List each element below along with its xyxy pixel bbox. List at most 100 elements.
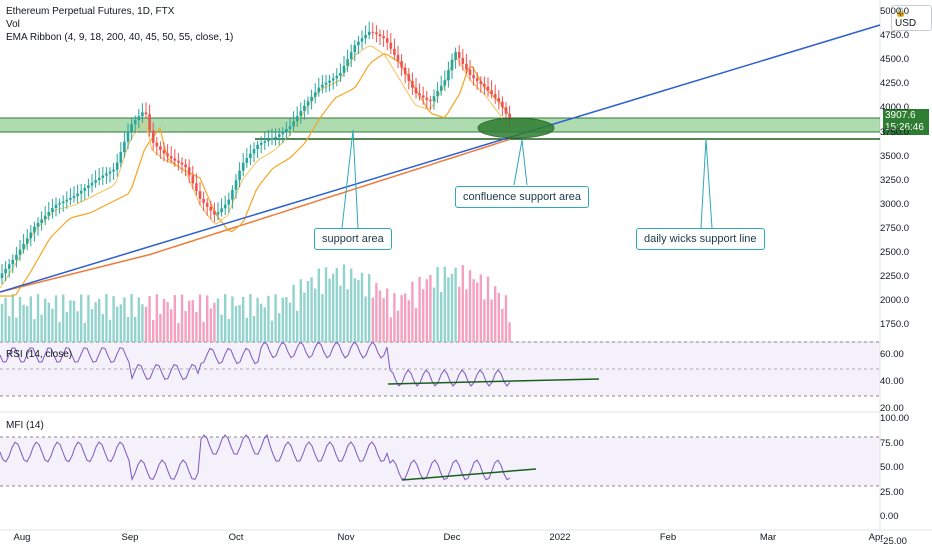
volume-bar (472, 279, 475, 342)
volume-bar (360, 272, 364, 342)
volume-bar (177, 322, 180, 342)
price-axis-tick: 4750.0 (880, 30, 910, 42)
candle-body (137, 116, 141, 121)
candle-body (396, 54, 400, 62)
candle-body (123, 141, 126, 153)
candle-body (166, 153, 169, 157)
candle-body (454, 51, 457, 60)
volume-bar (382, 298, 385, 342)
support-area-callout[interactable]: support area (314, 228, 392, 250)
candle-body (277, 134, 281, 137)
candle-body (249, 153, 252, 159)
volume-bar (170, 309, 173, 342)
candle-body (331, 78, 335, 81)
volume-bars (0, 264, 511, 342)
candle-body (209, 206, 213, 211)
rsi-trendline (387, 378, 600, 385)
candle-body (252, 149, 256, 154)
candle-body (155, 142, 159, 147)
candle-body (403, 67, 407, 75)
volume-bar (375, 282, 378, 342)
candle-body (126, 131, 130, 142)
candle-body (465, 63, 468, 70)
volume-bar (263, 307, 266, 342)
volume-bar (87, 295, 90, 342)
lock-icon: 🔒 (895, 7, 907, 17)
volume-bar (371, 297, 374, 342)
candle-body (501, 101, 504, 108)
volume-bar (105, 294, 108, 342)
volume-bar (119, 304, 122, 342)
volume-bar (159, 313, 162, 342)
candle-body (310, 96, 313, 102)
volume-bar (0, 303, 4, 342)
candle-body (238, 170, 241, 181)
volume-bar (8, 316, 11, 342)
candle-body (295, 116, 299, 122)
candle-body (159, 146, 162, 151)
volume-bar (393, 293, 396, 342)
candle-body (288, 126, 292, 130)
volume-bar (65, 311, 68, 342)
candle-body (223, 204, 227, 209)
volume-bar (425, 279, 428, 342)
candle-body (216, 212, 220, 215)
volume-bar (83, 322, 86, 342)
candle-body (364, 34, 367, 39)
candle-body (115, 162, 119, 170)
price-axis-tick: 4250.0 (880, 78, 910, 90)
volume-bar (148, 296, 151, 342)
candle-body (213, 210, 216, 215)
volume-bar (238, 304, 241, 342)
volume-bar (76, 311, 79, 342)
confluence-callout[interactable]: confluence support area (455, 186, 590, 208)
volume-bar (231, 296, 234, 342)
candle-body (385, 38, 389, 43)
volume-bar (443, 266, 446, 342)
volume-bar (58, 322, 61, 342)
volume-bar (144, 306, 148, 342)
candle-body (461, 57, 465, 64)
candle-body (468, 69, 472, 76)
candle-body (47, 211, 51, 216)
candle-body (436, 90, 439, 97)
volume-bar (350, 268, 353, 342)
candle-body (105, 173, 108, 176)
volume-bar (458, 286, 461, 342)
candle-body (144, 112, 148, 115)
candle-body (83, 188, 87, 191)
volume-bar (504, 295, 508, 342)
volume-bar (461, 265, 464, 342)
volume-bar (368, 274, 371, 342)
confluence-ellipse (477, 117, 555, 139)
daily-wicks-callout[interactable]: daily wicks support line (636, 228, 765, 250)
currency-button[interactable]: 🔒USD (891, 5, 932, 31)
volume-bar (180, 294, 184, 342)
volume-bar (303, 292, 306, 342)
candle-body (357, 41, 360, 46)
candle-body (94, 180, 97, 183)
candle-body (15, 254, 18, 260)
candle-body (195, 183, 198, 192)
candle-body (241, 162, 245, 171)
candle-body (18, 249, 22, 255)
volume-bar (494, 286, 497, 342)
volume-bar (497, 292, 500, 342)
candle-body (317, 87, 321, 93)
candle-body (87, 185, 90, 189)
volume-bar (245, 317, 248, 342)
candle-body (306, 101, 310, 106)
price-axis-tick: 3500.0 (880, 150, 910, 162)
candle-body (407, 74, 411, 81)
volume-bar (353, 278, 356, 342)
volume-bar (249, 294, 252, 342)
volume-bar (234, 305, 238, 342)
candle-body (76, 193, 79, 197)
candle-body (202, 198, 205, 203)
volume-bar (198, 294, 202, 342)
confluence-pointer (513, 139, 528, 186)
candle-body (425, 97, 429, 100)
mfi-label: MFI (14) (6, 420, 44, 431)
mfi-axis-tick: 50.00 (880, 462, 904, 473)
